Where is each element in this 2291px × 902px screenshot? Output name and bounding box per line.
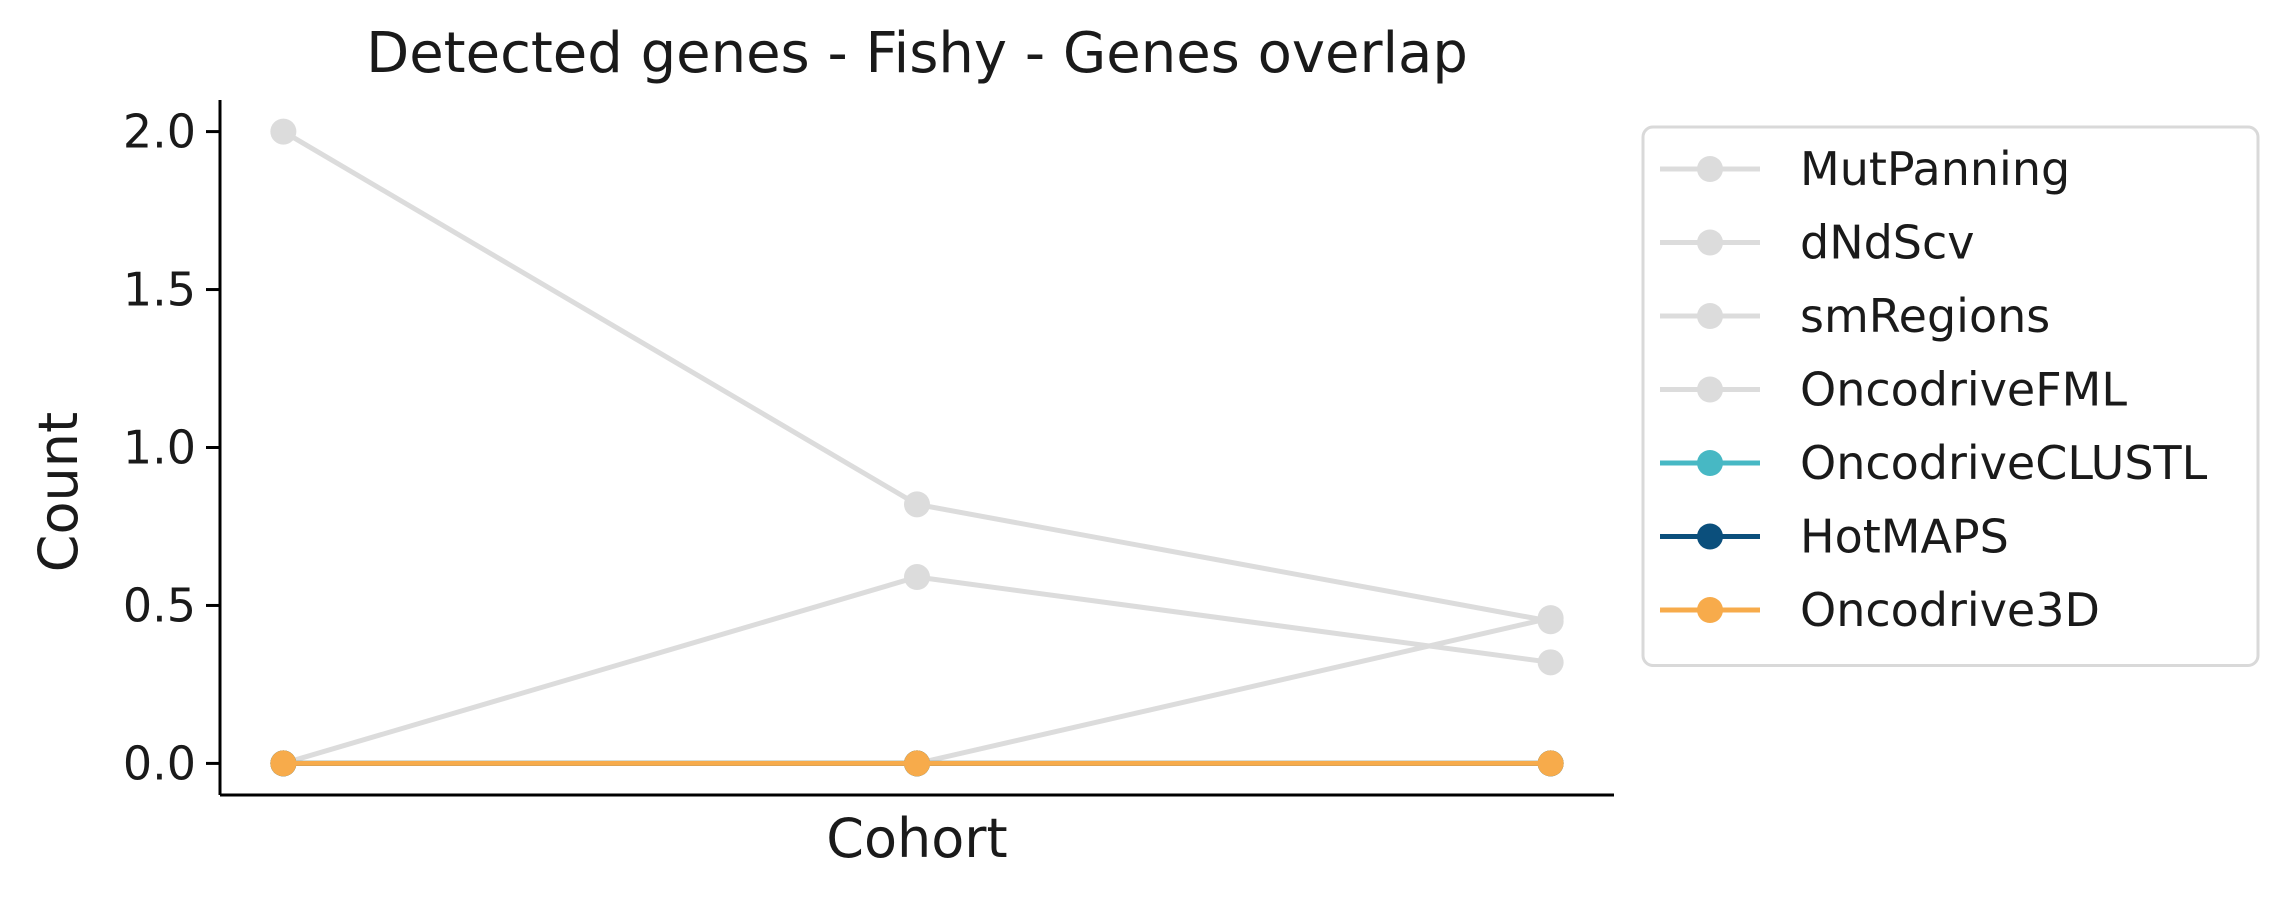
legend-entry: smRegions bbox=[1660, 289, 2050, 343]
legend-entry: OncodriveFML bbox=[1660, 363, 2127, 417]
series-line bbox=[282, 129, 1552, 624]
legend-label: Oncodrive3D bbox=[1800, 583, 2100, 637]
y-tick-label: 1.0 bbox=[123, 421, 196, 475]
legend-label: smRegions bbox=[1800, 289, 2050, 343]
y-tick-label: 0.5 bbox=[123, 578, 196, 632]
data-point bbox=[904, 491, 930, 518]
data-point bbox=[904, 750, 930, 777]
legend-label: MutPanning bbox=[1800, 142, 2070, 196]
legend-label: OncodriveCLUSTL bbox=[1800, 436, 2208, 490]
chart-title: Detected genes - Fishy - Genes overlap bbox=[366, 21, 1468, 86]
legend-marker bbox=[1697, 303, 1723, 329]
legend: MutPanning dNdScv smRegions OncodriveFML Onc… bbox=[1641, 125, 2260, 667]
legend-marker bbox=[1697, 156, 1723, 182]
legend-frame bbox=[1641, 125, 2260, 667]
series-oncodrive3d bbox=[270, 750, 1564, 777]
x-axis-label: Cohort bbox=[826, 807, 1007, 870]
data-point bbox=[1537, 649, 1564, 676]
data-point bbox=[270, 750, 297, 777]
y-tick-label: 0.0 bbox=[123, 736, 196, 790]
legend-marker bbox=[1697, 376, 1723, 403]
legend-label: HotMAPS bbox=[1800, 510, 2009, 564]
data-point bbox=[1537, 750, 1564, 777]
data-point bbox=[904, 564, 930, 591]
data-point bbox=[1537, 605, 1564, 632]
legend-entry: HotMAPS bbox=[1660, 510, 2009, 564]
legend-label: OncodriveFML bbox=[1800, 363, 2127, 417]
legend-marker bbox=[1697, 450, 1723, 476]
legend-entry: dNdScv bbox=[1660, 216, 1975, 270]
series-mutpanning bbox=[270, 118, 1564, 635]
series-group bbox=[270, 118, 1564, 777]
legend-label: dNdScv bbox=[1800, 216, 1975, 270]
axes: 0.0 0.5 1.0 1.5 2.0 bbox=[123, 100, 1614, 797]
legend-marker bbox=[1697, 229, 1723, 256]
legend-entry: MutPanning bbox=[1660, 142, 2070, 196]
data-point bbox=[270, 118, 297, 145]
series-dndscv bbox=[270, 564, 1564, 777]
legend-entry: Oncodrive3D bbox=[1660, 583, 2100, 637]
series-line bbox=[283, 615, 1552, 766]
y-tick-label: 1.5 bbox=[123, 263, 196, 317]
legend-entry: OncodriveCLUSTL bbox=[1660, 436, 2208, 490]
y-tick-label: 2.0 bbox=[123, 105, 196, 159]
legend-marker bbox=[1697, 523, 1723, 550]
legend-marker bbox=[1697, 597, 1723, 623]
series-line bbox=[282, 574, 1551, 766]
y-axis-label: Count bbox=[27, 412, 90, 572]
